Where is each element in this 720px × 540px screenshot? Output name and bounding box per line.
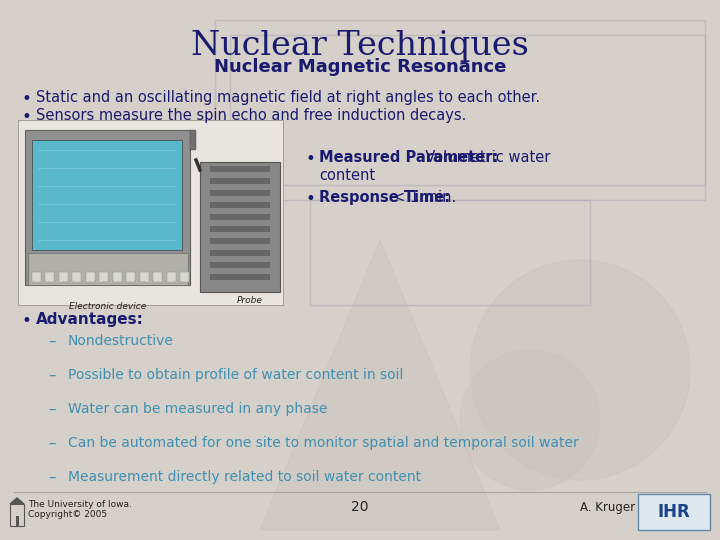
Bar <box>210 226 270 232</box>
Text: –: – <box>48 402 55 417</box>
Bar <box>210 178 270 184</box>
Bar <box>99 272 108 282</box>
Text: Measurement directly related to soil water content: Measurement directly related to soil wat… <box>68 470 421 484</box>
Bar <box>210 202 270 208</box>
Text: 20: 20 <box>351 500 369 514</box>
Bar <box>638 494 710 530</box>
Bar <box>32 272 41 282</box>
Text: Nondestructive: Nondestructive <box>68 334 174 348</box>
Text: Advantages:: Advantages: <box>36 312 144 327</box>
Bar <box>210 214 270 220</box>
Bar <box>32 140 182 250</box>
Text: Static and an oscillating magnetic field at right angles to each other.: Static and an oscillating magnetic field… <box>36 90 540 105</box>
Text: –: – <box>48 436 55 451</box>
Bar <box>310 200 590 305</box>
Text: –: – <box>48 470 55 485</box>
Bar <box>200 162 280 292</box>
Text: –: – <box>48 368 55 383</box>
Text: The University of Iowa.: The University of Iowa. <box>28 500 132 509</box>
Text: –: – <box>48 334 55 349</box>
Bar <box>113 272 122 282</box>
Bar <box>126 272 135 282</box>
Bar <box>210 274 270 280</box>
Text: Possible to obtain profile of water content in soil: Possible to obtain profile of water cont… <box>68 368 403 382</box>
Text: •: • <box>22 90 32 108</box>
Text: Measured Parameter:: Measured Parameter: <box>319 150 498 165</box>
Bar <box>210 262 270 268</box>
Bar <box>28 253 188 285</box>
Bar <box>210 250 270 256</box>
Bar <box>210 166 270 172</box>
Text: Can be automated for one site to monitor spatial and temporal soil water: Can be automated for one site to monitor… <box>68 436 579 450</box>
Bar <box>153 272 162 282</box>
Text: •: • <box>305 150 315 168</box>
Bar <box>86 272 95 282</box>
Bar <box>16 516 19 526</box>
Polygon shape <box>10 498 24 504</box>
Text: Response Time:: Response Time: <box>319 190 450 205</box>
Circle shape <box>460 350 600 490</box>
Text: Copyright© 2005: Copyright© 2005 <box>28 510 107 519</box>
Text: Water can be measured in any phase: Water can be measured in any phase <box>68 402 328 416</box>
Bar <box>45 272 55 282</box>
Bar <box>180 272 189 282</box>
Text: content: content <box>319 168 375 183</box>
Text: Volumetric water: Volumetric water <box>319 150 550 165</box>
Text: Nuclear Magnetic Resonance: Nuclear Magnetic Resonance <box>214 58 506 76</box>
Bar <box>215 20 705 185</box>
Bar <box>190 130 196 150</box>
Bar <box>210 190 270 196</box>
Circle shape <box>470 260 690 480</box>
Polygon shape <box>260 240 500 530</box>
Bar <box>210 238 270 244</box>
Bar <box>18 120 283 305</box>
Text: A. Kruger: A. Kruger <box>580 501 635 514</box>
Text: Probe: Probe <box>237 296 263 305</box>
Bar <box>73 272 81 282</box>
Bar <box>59 272 68 282</box>
Text: < 1 min.: < 1 min. <box>319 190 456 205</box>
Bar <box>230 35 705 200</box>
Text: IHR: IHR <box>657 503 690 521</box>
Bar <box>140 272 148 282</box>
Text: •: • <box>305 190 315 208</box>
Bar <box>166 272 176 282</box>
Text: Sensors measure the spin echo and free induction decays.: Sensors measure the spin echo and free i… <box>36 108 467 123</box>
Text: •: • <box>22 108 32 126</box>
Text: Nuclear Techniques: Nuclear Techniques <box>191 30 529 62</box>
Bar <box>10 504 24 526</box>
Bar <box>25 130 190 285</box>
Text: Electronic device: Electronic device <box>69 302 147 311</box>
Text: •: • <box>22 312 32 330</box>
